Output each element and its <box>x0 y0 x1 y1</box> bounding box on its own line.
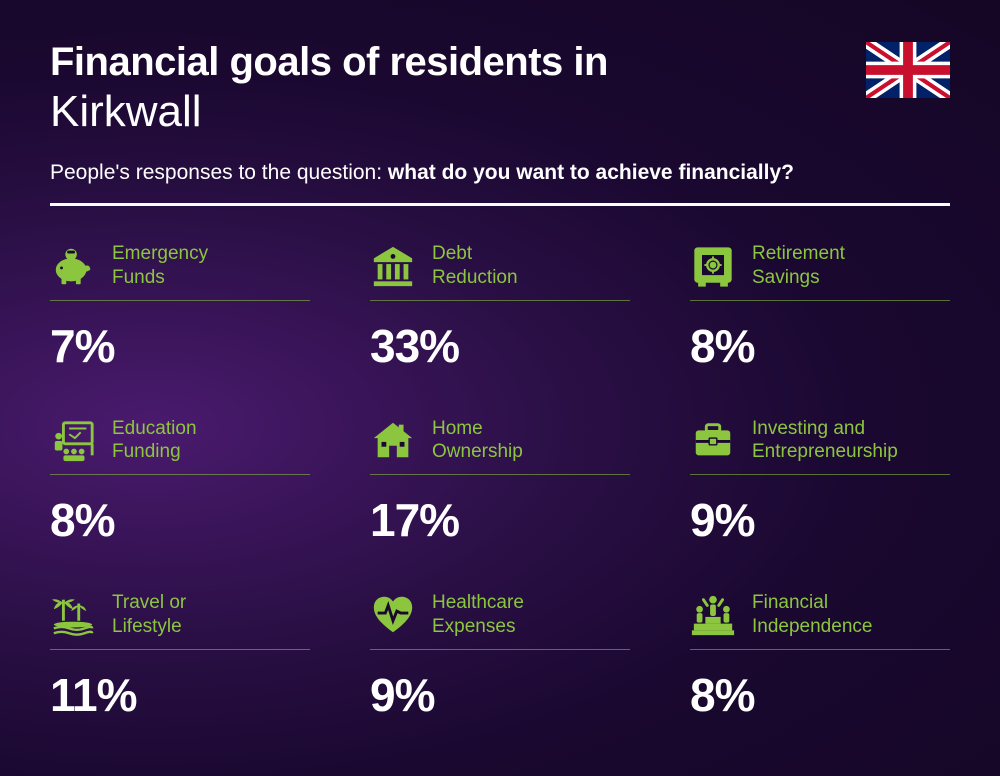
stat-education-funding: EducationFunding 8% <box>50 417 310 548</box>
stat-header: FinancialIndependence <box>690 591 950 650</box>
stat-retirement-savings: RetirementSavings 8% <box>690 242 950 373</box>
bank-icon <box>370 243 416 289</box>
stat-header: HomeOwnership <box>370 417 630 476</box>
divider <box>50 203 950 206</box>
stat-label: HealthcareExpenses <box>432 591 524 639</box>
stat-header: HealthcareExpenses <box>370 591 630 650</box>
stat-header: EducationFunding <box>50 417 310 476</box>
stat-label: RetirementSavings <box>752 242 845 290</box>
stat-emergency-funds: EmergencyFunds 7% <box>50 242 310 373</box>
stat-value: 8% <box>690 668 950 722</box>
stat-healthcare: HealthcareExpenses 9% <box>370 591 630 722</box>
subtitle: People's responses to the question: what… <box>50 161 950 185</box>
stat-independence: FinancialIndependence 8% <box>690 591 950 722</box>
stat-value: 8% <box>690 319 950 373</box>
stat-value: 8% <box>50 493 310 547</box>
stat-value: 17% <box>370 493 630 547</box>
stat-home-ownership: HomeOwnership 17% <box>370 417 630 548</box>
uk-flag-icon <box>866 42 950 98</box>
education-icon <box>50 417 96 463</box>
title-line1: Financial goals of residents in <box>50 40 950 85</box>
briefcase-icon <box>690 417 736 463</box>
stat-value: 9% <box>690 493 950 547</box>
stat-label: FinancialIndependence <box>752 591 872 639</box>
stat-value: 33% <box>370 319 630 373</box>
stat-header: RetirementSavings <box>690 242 950 301</box>
stat-travel: Travel orLifestyle 11% <box>50 591 310 722</box>
subtitle-prefix: People's responses to the question: <box>50 161 388 184</box>
stat-header: EmergencyFunds <box>50 242 310 301</box>
header: Financial goals of residents in Kirkwall <box>50 40 950 137</box>
stat-header: Investing andEntrepreneurship <box>690 417 950 476</box>
title-line2: Kirkwall <box>50 87 950 137</box>
healthcare-icon <box>370 592 416 638</box>
stat-value: 7% <box>50 319 310 373</box>
stat-value: 9% <box>370 668 630 722</box>
stat-label: DebtReduction <box>432 242 518 290</box>
piggy-bank-icon <box>50 243 96 289</box>
travel-icon <box>50 592 96 638</box>
stat-debt-reduction: DebtReduction 33% <box>370 242 630 373</box>
stat-header: Travel orLifestyle <box>50 591 310 650</box>
stats-grid: EmergencyFunds 7% DebtReduction 33% Reti… <box>50 242 950 722</box>
independence-icon <box>690 592 736 638</box>
stat-label: EmergencyFunds <box>112 242 208 290</box>
house-icon <box>370 417 416 463</box>
stat-label: EducationFunding <box>112 417 197 465</box>
stat-label: Investing andEntrepreneurship <box>752 417 898 465</box>
stat-header: DebtReduction <box>370 242 630 301</box>
stat-investing: Investing andEntrepreneurship 9% <box>690 417 950 548</box>
safe-icon <box>690 243 736 289</box>
subtitle-bold: what do you want to achieve financially? <box>388 161 794 184</box>
stat-value: 11% <box>50 668 310 722</box>
stat-label: Travel orLifestyle <box>112 591 186 639</box>
stat-label: HomeOwnership <box>432 417 523 465</box>
